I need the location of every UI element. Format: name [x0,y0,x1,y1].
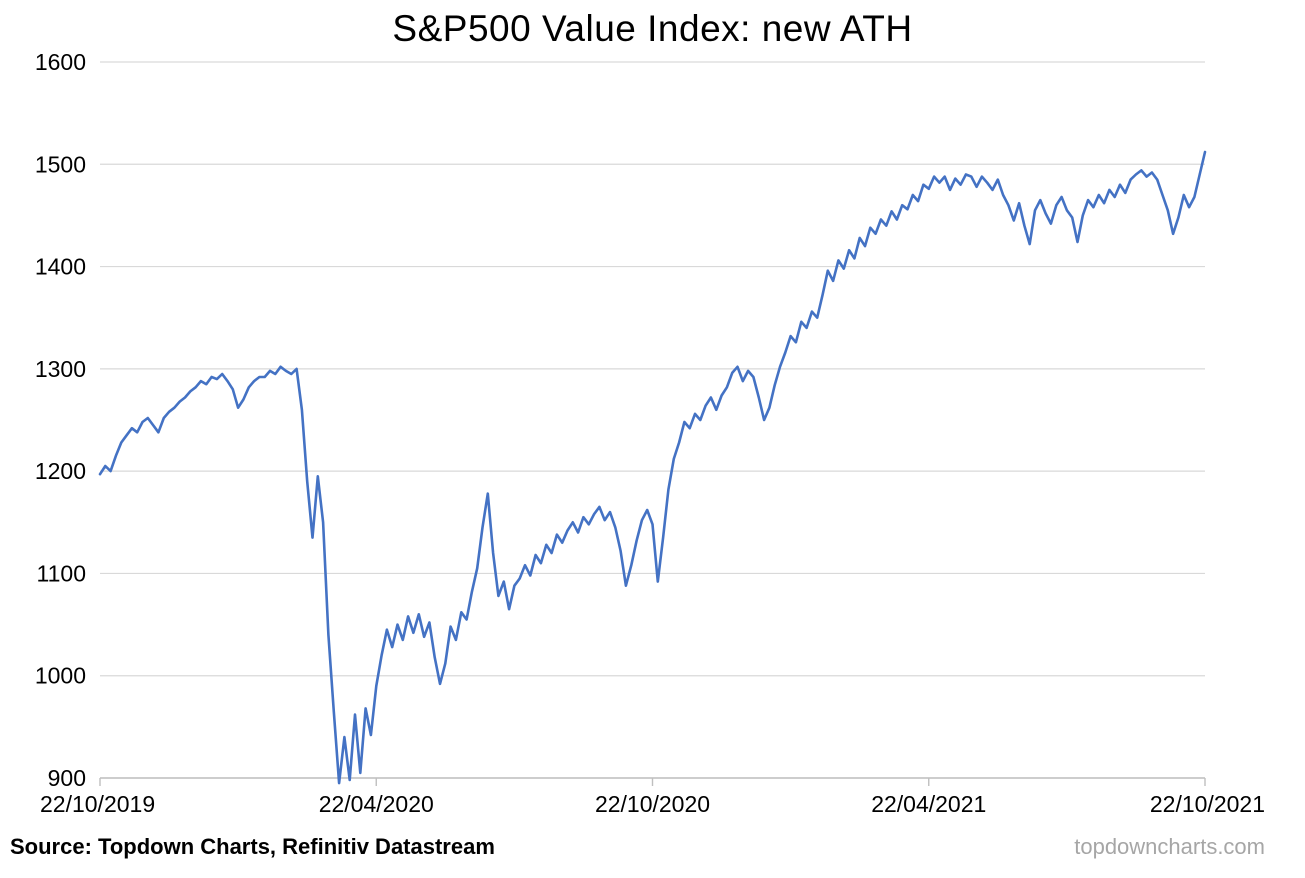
y-tick-label: 900 [48,765,86,791]
y-tick-label: 1300 [35,356,86,382]
y-tick-label: 1200 [35,458,86,484]
source-note: Source: Topdown Charts, Refinitiv Datast… [10,834,495,859]
x-tick-label: 22/04/2021 [871,791,986,817]
x-tick-label: 22/10/2021 [1150,791,1265,817]
watermark-link: topdowncharts.com [1074,834,1265,859]
y-tick-label: 1500 [35,151,86,177]
y-tick-label: 1000 [35,663,86,689]
x-tick-label: 22/10/2019 [40,791,155,817]
y-tick-label: 1600 [35,49,86,75]
y-tick-label: 1100 [37,560,86,586]
chart-title: S&P500 Value Index: new ATH [392,8,913,49]
x-tick-label: 22/04/2020 [319,791,434,817]
x-tick-label: 22/10/2020 [595,791,710,817]
y-tick-label: 1400 [35,254,86,280]
series-line [98,150,1207,785]
